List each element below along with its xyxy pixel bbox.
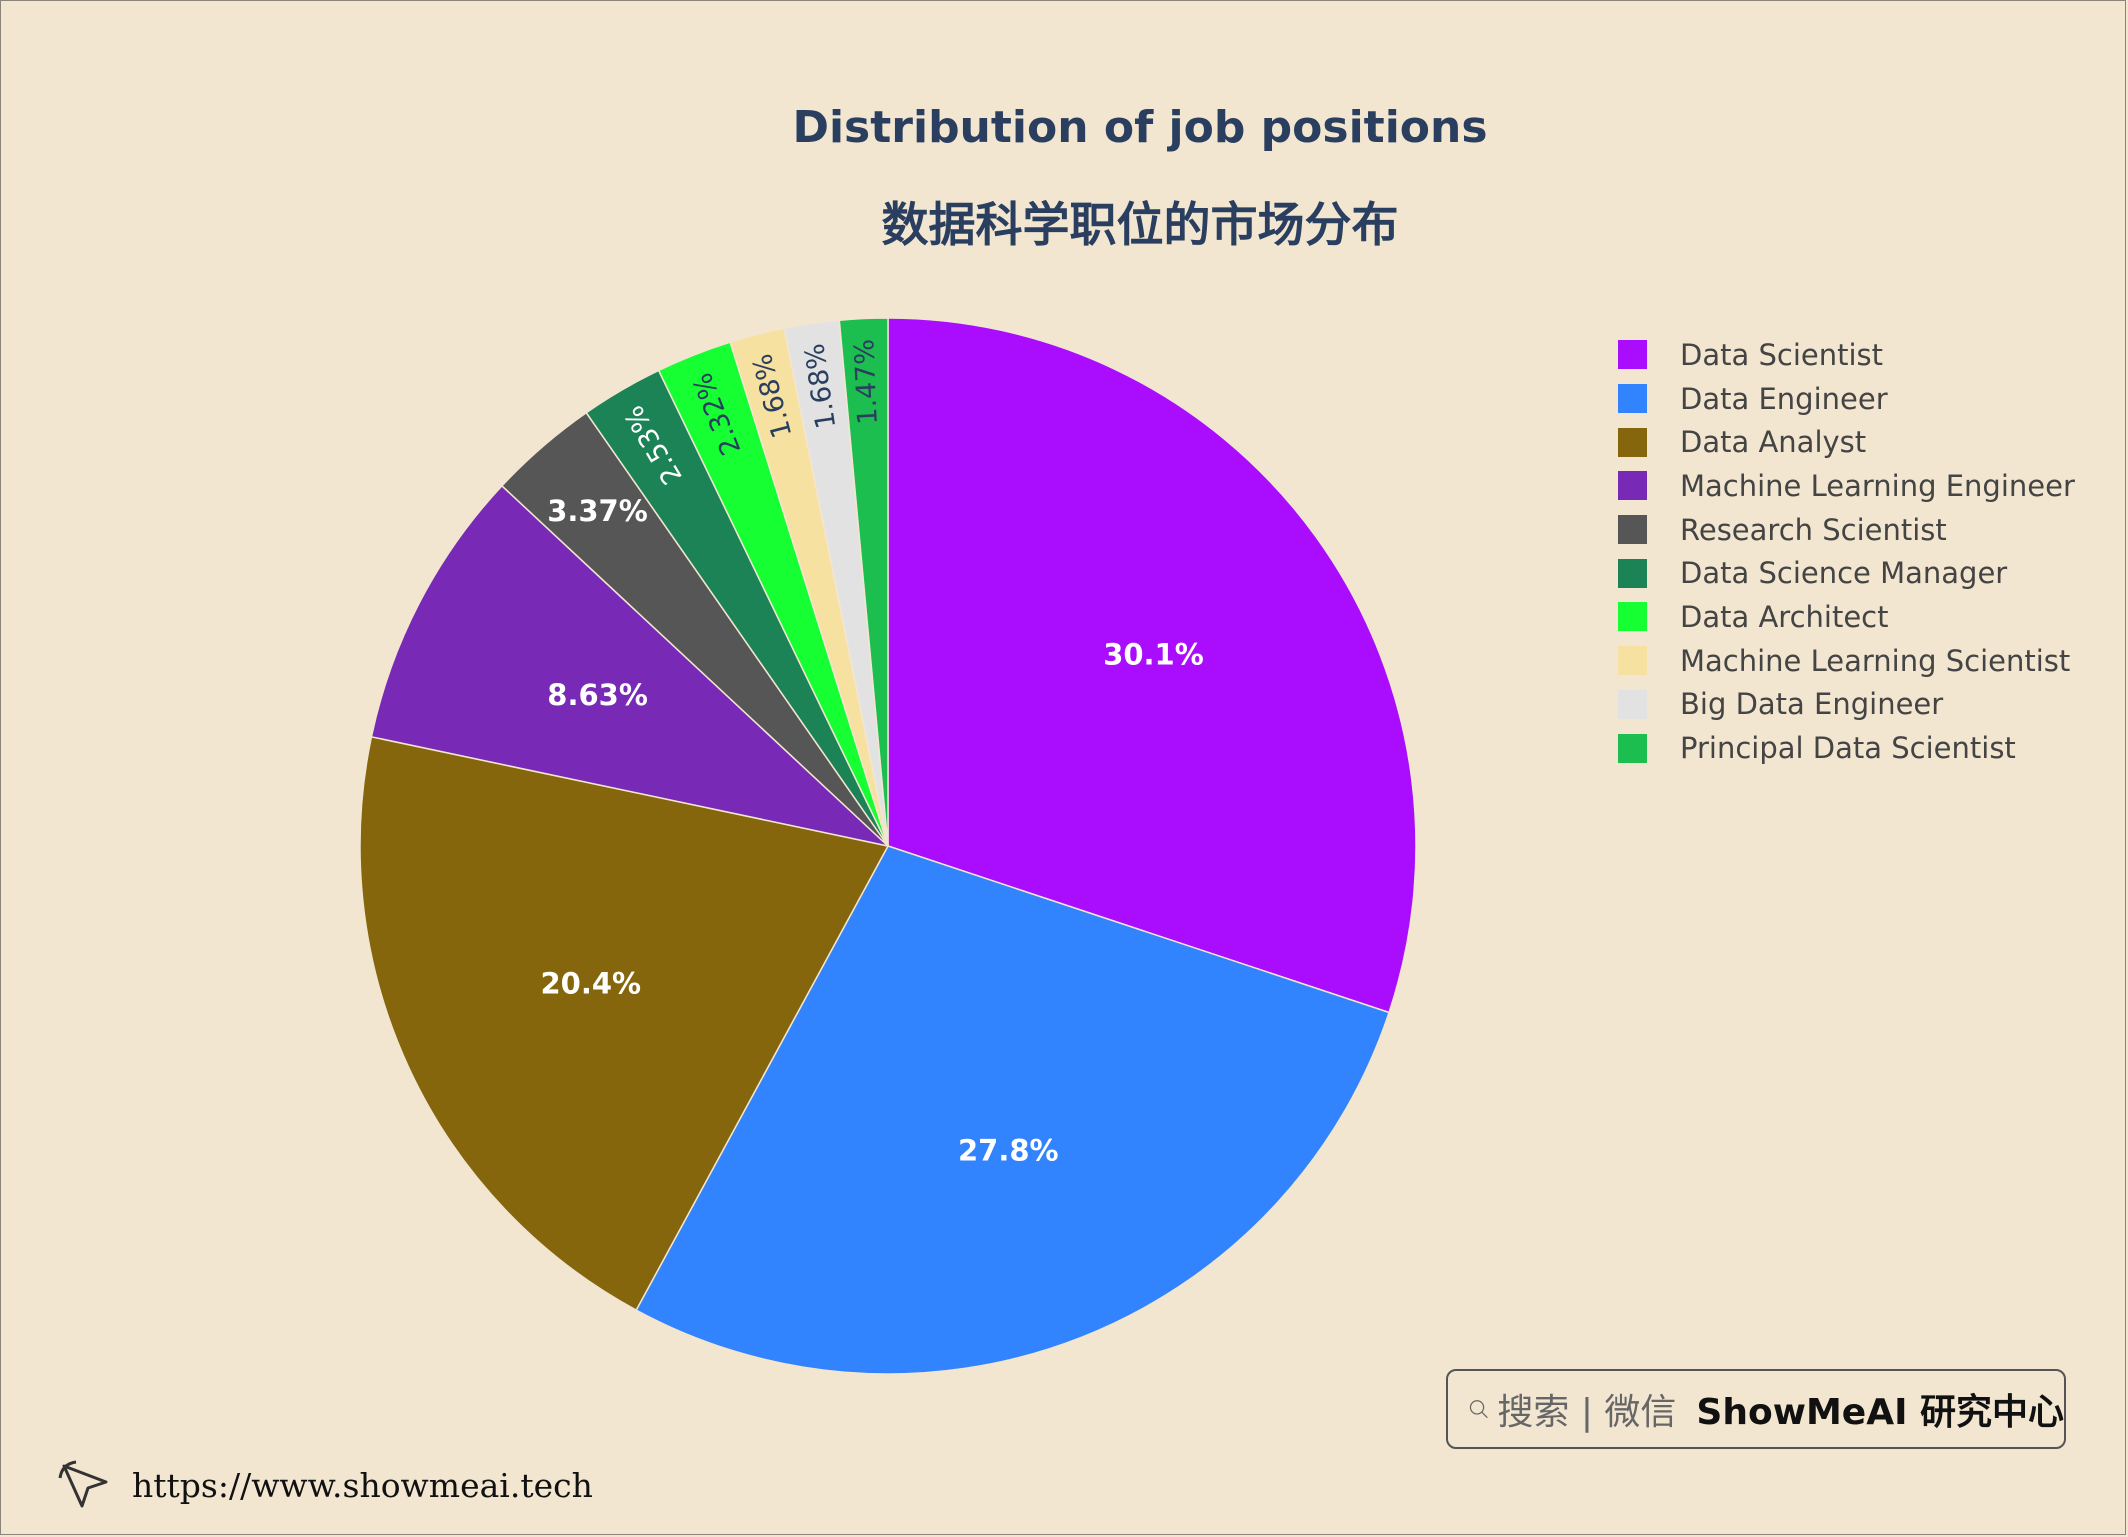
- legend-item[interactable]: Data Architect: [1618, 595, 2075, 639]
- legend-label: Data Engineer: [1680, 381, 1888, 416]
- pie-slice[interactable]: [370, 484, 891, 848]
- footer-link[interactable]: https://www.showmeai.tech: [58, 1458, 593, 1512]
- legend-label: Data Architect: [1680, 599, 1889, 634]
- cursor-icon: [58, 1460, 108, 1508]
- legend-swatch: [1618, 471, 1647, 501]
- legend-swatch: [1618, 558, 1647, 588]
- legend-item[interactable]: Data Scientist: [1618, 333, 2075, 377]
- pie-slice[interactable]: [838, 317, 889, 847]
- pie-slice[interactable]: [887, 317, 1417, 1014]
- legend-item[interactable]: Machine Learning Engineer: [1618, 464, 2075, 508]
- legend-label: Data Science Manager: [1680, 556, 2008, 591]
- legend-item[interactable]: Data Analyst: [1618, 420, 2075, 464]
- chart-title: Distribution of job positions: [792, 102, 1488, 153]
- legend-swatch: [1618, 340, 1647, 370]
- legend-swatch: [1618, 733, 1647, 763]
- search-icon: [1469, 1400, 1488, 1419]
- legend-swatch: [1618, 515, 1647, 545]
- slice-label: 20.4%: [540, 966, 641, 1000]
- legend-label: Big Data Engineer: [1680, 687, 1944, 722]
- legend-item[interactable]: Machine Learning Scientist: [1618, 639, 2075, 683]
- legend-label: Data Analyst: [1680, 425, 1867, 460]
- slice-label: 3.37%: [547, 494, 648, 528]
- legend-swatch: [1618, 427, 1647, 457]
- slice-label: 1.47%: [849, 338, 884, 425]
- brand-name: ShowMeAI 研究中心: [1696, 1392, 2064, 1433]
- pie-slice[interactable]: [635, 845, 1391, 1375]
- slice-label: 8.63%: [547, 678, 648, 712]
- legend-label: Principal Data Scientist: [1680, 731, 2016, 766]
- legend-item[interactable]: Big Data Engineer: [1618, 683, 2075, 727]
- legend-swatch: [1618, 602, 1647, 632]
- slice-label: 27.8%: [958, 1133, 1059, 1167]
- slice-label: 30.1%: [1103, 638, 1204, 672]
- legend-swatch: [1618, 689, 1647, 719]
- legend-label: Machine Learning Scientist: [1680, 643, 2071, 678]
- legend-item[interactable]: Principal Data Scientist: [1618, 726, 2075, 770]
- legend-label: Data Scientist: [1680, 337, 1883, 372]
- legend-item[interactable]: Research Scientist: [1618, 508, 2075, 552]
- legend: Data Scientist Data Engineer Data Analyst M…: [1618, 333, 2075, 770]
- legend-label: Research Scientist: [1680, 512, 1947, 547]
- chart-subtitle: 数据科学职位的市场分布: [881, 198, 1399, 253]
- legend-swatch: [1618, 384, 1647, 414]
- legend-item[interactable]: Data Engineer: [1618, 377, 2075, 421]
- search-label: 搜索 | 微信: [1497, 1392, 1677, 1433]
- legend-item[interactable]: Data Science Manager: [1618, 551, 2075, 595]
- website-url[interactable]: https://www.showmeai.tech: [132, 1465, 593, 1505]
- pie-slice[interactable]: [359, 735, 890, 1312]
- legend-swatch: [1618, 646, 1647, 676]
- legend-label: Machine Learning Engineer: [1680, 468, 2075, 503]
- wechat-search-badge: 搜索 | 微信 ShowMeAI 研究中心: [1446, 1369, 2066, 1449]
